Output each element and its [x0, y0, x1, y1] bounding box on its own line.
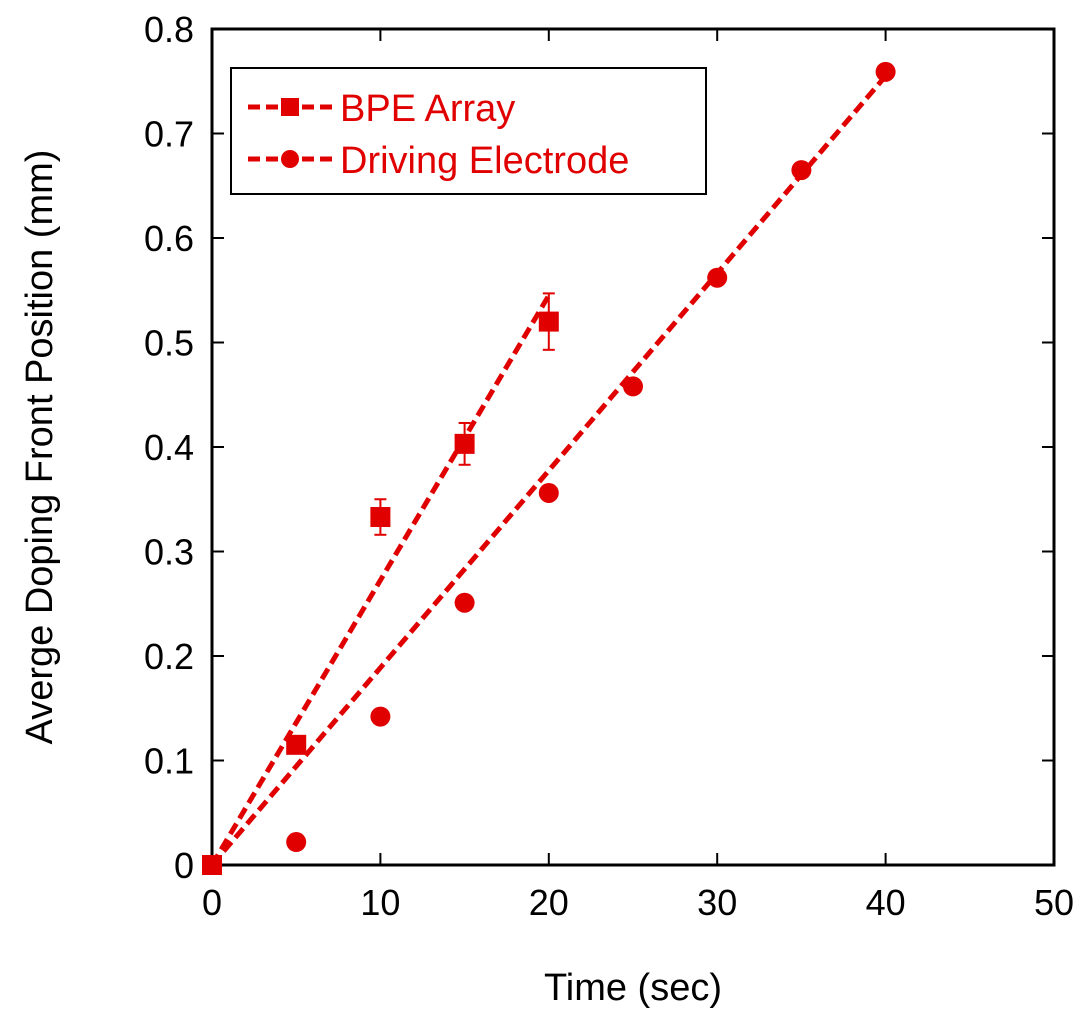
legend-marker [281, 98, 299, 116]
y-tick-label: 0.4 [144, 427, 194, 468]
legend-box [230, 67, 707, 195]
y-tick-label: 0.5 [144, 323, 194, 364]
data-point [370, 507, 391, 528]
fit-lines [209, 74, 888, 867]
data-point [454, 433, 475, 454]
y-tick-label: 0.2 [144, 636, 194, 677]
legend-label: BPE Array [340, 88, 515, 130]
data-point [370, 706, 391, 727]
y-tick-label: 0.7 [144, 114, 194, 155]
data-point [286, 832, 307, 853]
y-tick-label: 0 [174, 845, 194, 886]
data-point [202, 855, 222, 875]
data-point [454, 592, 475, 613]
fit-line-1 [209, 294, 551, 867]
x-tick-label: 50 [1034, 882, 1074, 923]
y-tick-label: 0.3 [144, 532, 194, 573]
data-point [791, 160, 812, 181]
x-tick-label: 0 [202, 882, 222, 923]
data-point [538, 482, 559, 503]
y-tick-label: 0.1 [144, 741, 194, 782]
y-tick-label: 0.8 [144, 9, 194, 50]
data-point [623, 376, 643, 397]
x-tick-label: 30 [697, 882, 737, 923]
legend: BPE Array Driving Electrode [230, 67, 707, 195]
data-point [538, 311, 559, 332]
data-point [875, 61, 896, 82]
x-tick-label: 20 [529, 882, 569, 923]
data-point [707, 267, 728, 288]
data-points [202, 61, 896, 875]
data-point [286, 734, 307, 755]
tick-labels: 0 10 20 30 40 50 0 0.1 0.2 0.3 0.4 0.5 0.6 0.7 0.8 [144, 9, 1074, 923]
legend-marker [281, 150, 299, 168]
x-axis-title: Time (sec) [544, 967, 722, 1009]
y-axis-title: Averge Doping Front Position (mm) [19, 150, 61, 745]
fit-line-2 [210, 74, 888, 867]
y-tick-label: 0.6 [144, 218, 194, 259]
legend-label: Driving Electrode [340, 140, 629, 182]
x-tick-label: 10 [360, 882, 400, 923]
x-tick-label: 40 [866, 882, 906, 923]
